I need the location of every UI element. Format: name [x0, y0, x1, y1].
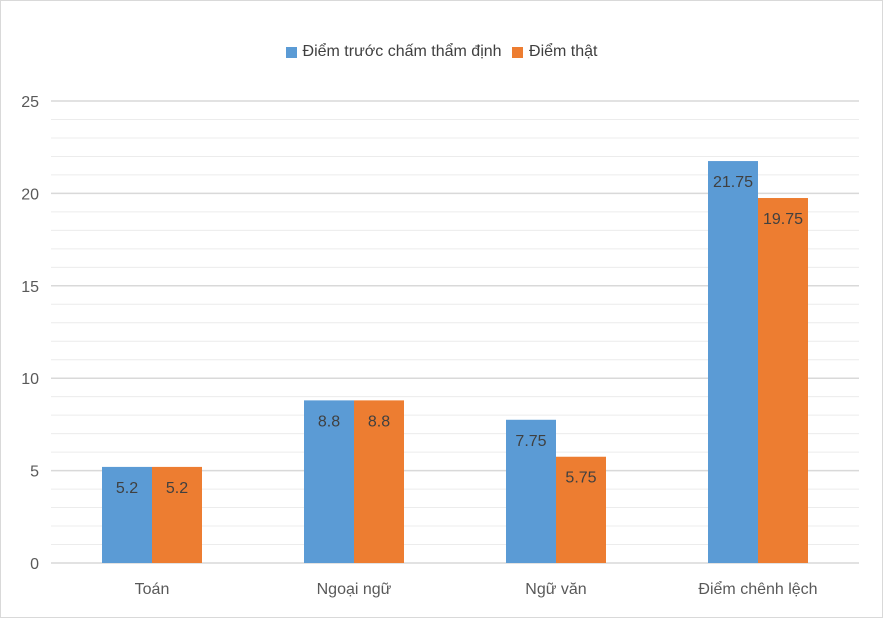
bar	[708, 161, 758, 563]
y-tick-label: 20	[21, 186, 39, 203]
data-label: 19.75	[763, 211, 803, 228]
bar	[354, 400, 404, 563]
data-label: 5.2	[166, 480, 188, 497]
data-label: 5.75	[565, 470, 596, 487]
legend: Điểm trước chấm thẩm định Điểm thật	[1, 43, 882, 63]
legend-swatch-orange	[512, 46, 524, 58]
data-label: 8.8	[318, 413, 340, 430]
x-tick-label: Điểm chênh lệch	[698, 580, 817, 598]
y-tick-label: 15	[21, 279, 39, 296]
data-label: 8.8	[368, 413, 390, 430]
y-tick-label: 10	[21, 371, 39, 388]
legend-item-series-1: Điểm trước chấm thẩm định	[285, 43, 502, 61]
data-label: 7.75	[515, 433, 546, 450]
legend-swatch-blue	[285, 46, 297, 58]
y-tick-label: 5	[30, 464, 39, 481]
data-label: 5.2	[116, 480, 138, 497]
y-tick-label: 0	[30, 556, 39, 573]
legend-label: Điểm thật	[529, 43, 598, 60]
bar	[758, 198, 808, 563]
x-tick-label: Ngoại ngữ	[317, 581, 392, 598]
y-tick-label: 25	[21, 94, 39, 111]
x-tick-label: Ngữ văn	[525, 581, 586, 598]
legend-item-series-2: Điểm thật	[512, 43, 597, 61]
data-label: 21.75	[713, 174, 753, 191]
x-tick-label: Toán	[135, 581, 170, 598]
legend-label: Điểm trước chấm thẩm định	[302, 43, 502, 60]
bar	[102, 466, 152, 563]
bar	[506, 419, 556, 563]
bar	[556, 456, 606, 563]
bar	[152, 466, 202, 563]
bar	[304, 400, 354, 563]
